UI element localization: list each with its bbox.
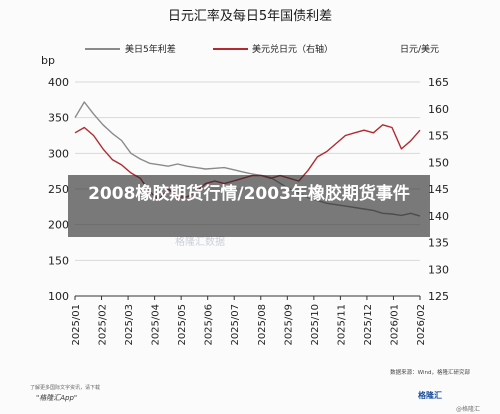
- right-tick-label: 130: [428, 263, 449, 276]
- left-tick-label: 350: [48, 112, 69, 125]
- right-tick-label: 150: [428, 156, 449, 169]
- right-tick-label: 125: [428, 290, 449, 303]
- x-tick-label: 2026/01: [389, 304, 400, 346]
- right-axis-label: 日元/美元: [400, 43, 439, 55]
- watermark-text: 格隆汇数据: [175, 235, 225, 248]
- legend-label-spread: 美日5年利差: [125, 43, 176, 55]
- left-tick-label: 250: [48, 183, 69, 196]
- right-axis-ticks: 125 130 135 140 145 150 155 160 165: [428, 76, 449, 303]
- footer-stamp: @格隆汇: [456, 406, 481, 413]
- chart-legend: 美日5年利差 美元兑日元（右轴）: [85, 43, 333, 55]
- data-source-note: 数据来源：Wind，格隆汇研究部: [390, 370, 470, 376]
- left-axis-ticks: 100 150 200 250 300 350 400: [48, 76, 69, 303]
- left-tick-label: 300: [48, 147, 69, 160]
- right-tick-label: 165: [428, 76, 449, 89]
- left-axis-label: bp: [41, 54, 55, 67]
- left-tick-label: 100: [48, 290, 69, 303]
- headline-text: 2008橡胶期货行情/2003年橡胶期货事件: [88, 184, 410, 204]
- legend-label-usdjpy: 美元兑日元（右轴）: [252, 43, 333, 55]
- footer-logo: 格隆汇: [418, 391, 442, 400]
- footer-note: 了解更多国际文字资讯，请下载: [30, 385, 101, 391]
- left-tick-label: 400: [48, 76, 69, 89]
- x-tick-label: 2025/07: [230, 304, 241, 346]
- headline-overlay: 2008橡胶期货行情/2003年橡胶期货事件: [68, 175, 430, 237]
- x-axis-ticks: 2025/01 2025/02 2025/03 2025/04 2025/05 2025/…: [71, 296, 427, 346]
- left-tick-label: 150: [48, 254, 69, 267]
- x-tick-label: 2025/05: [177, 304, 188, 346]
- x-tick-label: 2025/10: [310, 304, 321, 346]
- x-tick-label: 2025/08: [257, 304, 268, 346]
- chart-title: 日元汇率及每日5年国债利差: [168, 8, 332, 24]
- footer-app-name: "格隆汇App": [36, 394, 78, 402]
- x-tick-label: 2025/12: [363, 304, 374, 346]
- x-tick-label: 2026/02: [416, 304, 427, 346]
- x-tick-label: 2025/09: [283, 304, 294, 346]
- left-tick-label: 200: [48, 219, 69, 232]
- x-tick-label: 2025/11: [336, 304, 347, 346]
- x-tick-label: 2025/02: [98, 304, 109, 346]
- right-tick-label: 155: [428, 130, 449, 143]
- right-tick-label: 140: [428, 210, 449, 223]
- right-tick-label: 135: [428, 237, 449, 250]
- right-tick-label: 160: [428, 103, 449, 116]
- x-tick-label: 2025/04: [151, 304, 162, 346]
- x-tick-label: 2025/06: [204, 304, 215, 346]
- x-tick-label: 2025/01: [71, 304, 82, 346]
- x-tick-label: 2025/03: [124, 304, 135, 346]
- right-tick-label: 145: [428, 183, 449, 196]
